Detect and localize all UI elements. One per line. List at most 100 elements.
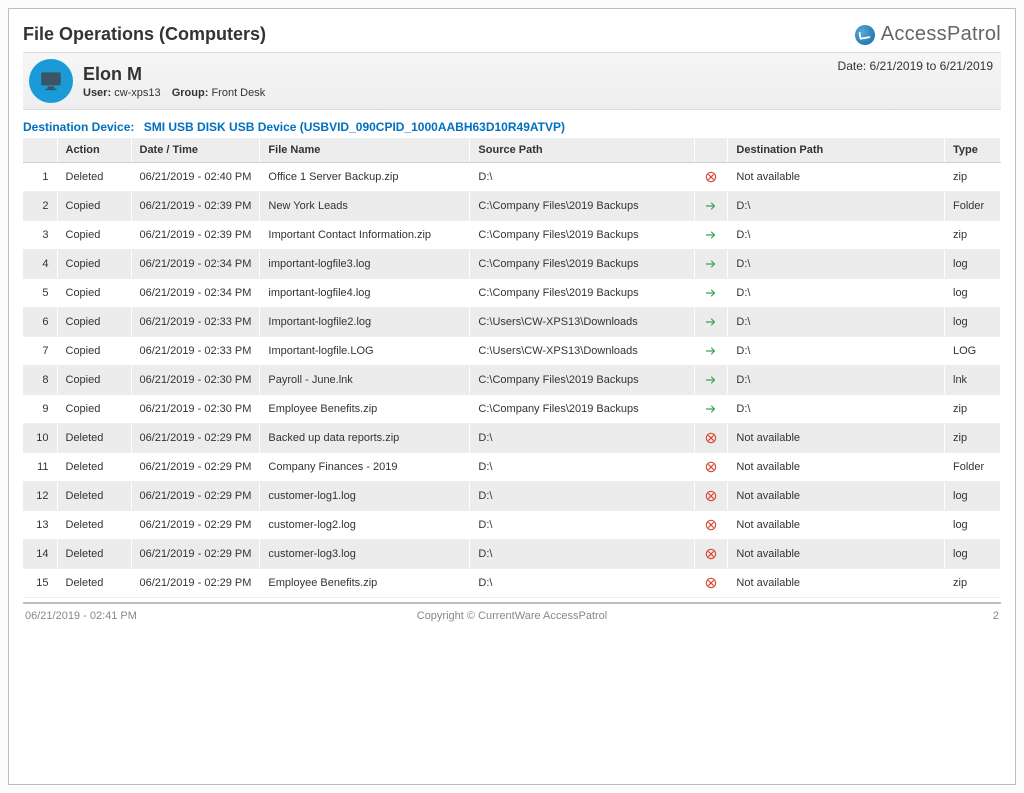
col-action: Action (57, 138, 131, 163)
cell-datetime: 06/21/2019 - 02:29 PM (131, 424, 260, 453)
cell-source: C:\Company Files\2019 Backups (470, 221, 695, 250)
col-status-icon (695, 138, 728, 163)
cell-filename: customer-log3.log (260, 540, 470, 569)
table-row: 8Copied06/21/2019 - 02:30 PMPayroll - Ju… (23, 366, 1001, 395)
table-row: 14Deleted06/21/2019 - 02:29 PMcustomer-l… (23, 540, 1001, 569)
cell-destination: Not available (728, 482, 945, 511)
user-block: Elon M User: cw-xps13 Group: Front Desk (29, 59, 273, 103)
cell-type: log (945, 308, 1001, 337)
cell-source: D:\ (470, 511, 695, 540)
deleted-icon (703, 575, 719, 591)
cell-source: C:\Company Files\2019 Backups (470, 279, 695, 308)
cell-type: zip (945, 424, 1001, 453)
cell-status-icon (695, 308, 728, 337)
group-label: Group: (172, 87, 209, 99)
deleted-icon (703, 546, 719, 562)
deleted-icon (703, 488, 719, 504)
cell-destination: D:\ (728, 395, 945, 424)
cell-type: zip (945, 395, 1001, 424)
cell-source: C:\Company Files\2019 Backups (470, 395, 695, 424)
cell-action: Deleted (57, 424, 131, 453)
group-value: Front Desk (211, 87, 265, 99)
cell-action: Deleted (57, 540, 131, 569)
cell-index: 5 (23, 279, 57, 308)
cell-action: Copied (57, 221, 131, 250)
cell-action: Deleted (57, 453, 131, 482)
cell-type: lnk (945, 366, 1001, 395)
cell-destination: D:\ (728, 250, 945, 279)
cell-datetime: 06/21/2019 - 02:40 PM (131, 163, 260, 192)
date-range: Date: 6/21/2019 to 6/21/2019 (838, 59, 993, 73)
cell-filename: Office 1 Server Backup.zip (260, 163, 470, 192)
cell-filename: customer-log1.log (260, 482, 470, 511)
cell-index: 1 (23, 163, 57, 192)
brand-name: AccessPatrol (881, 23, 1001, 46)
cell-type: LOG (945, 337, 1001, 366)
cell-source: C:\Company Files\2019 Backups (470, 250, 695, 279)
cell-datetime: 06/21/2019 - 02:39 PM (131, 192, 260, 221)
cell-index: 7 (23, 337, 57, 366)
col-source: Source Path (470, 138, 695, 163)
cell-datetime: 06/21/2019 - 02:29 PM (131, 482, 260, 511)
cell-filename: Company Finances - 2019 (260, 453, 470, 482)
table-row: 12Deleted06/21/2019 - 02:29 PMcustomer-l… (23, 482, 1001, 511)
cell-type: zip (945, 163, 1001, 192)
cell-datetime: 06/21/2019 - 02:33 PM (131, 308, 260, 337)
cell-filename: Employee Benefits.zip (260, 569, 470, 598)
cell-destination: Not available (728, 424, 945, 453)
cell-index: 4 (23, 250, 57, 279)
table-row: 9Copied06/21/2019 - 02:30 PMEmployee Ben… (23, 395, 1001, 424)
report-title: File Operations (Computers) (23, 24, 266, 45)
dest-device-value: SMI USB DISK USB Device (USBVID_090CPID_… (144, 120, 565, 134)
destination-device: Destination Device: SMI USB DISK USB Dev… (23, 120, 1001, 134)
cell-destination: D:\ (728, 279, 945, 308)
table-row: 5Copied06/21/2019 - 02:34 PMimportant-lo… (23, 279, 1001, 308)
computer-icon (29, 59, 73, 103)
cell-source: D:\ (470, 482, 695, 511)
arrow-right-icon (703, 227, 719, 243)
display-name: Elon M (83, 64, 273, 85)
cell-status-icon (695, 511, 728, 540)
cell-source: D:\ (470, 540, 695, 569)
cell-status-icon (695, 221, 728, 250)
dest-device-label: Destination Device: (23, 120, 134, 134)
cell-source: D:\ (470, 424, 695, 453)
cell-datetime: 06/21/2019 - 02:29 PM (131, 569, 260, 598)
cell-datetime: 06/21/2019 - 02:29 PM (131, 511, 260, 540)
cell-filename: important-logfile3.log (260, 250, 470, 279)
cell-index: 15 (23, 569, 57, 598)
cell-action: Deleted (57, 569, 131, 598)
table-row: 3Copied06/21/2019 - 02:39 PMImportant Co… (23, 221, 1001, 250)
cell-destination: Not available (728, 569, 945, 598)
table-row: 7Copied06/21/2019 - 02:33 PMImportant-lo… (23, 337, 1001, 366)
cell-filename: Important Contact Information.zip (260, 221, 470, 250)
cell-action: Deleted (57, 163, 131, 192)
cell-status-icon (695, 250, 728, 279)
table-row: 13Deleted06/21/2019 - 02:29 PMcustomer-l… (23, 511, 1001, 540)
cell-status-icon (695, 337, 728, 366)
deleted-icon (703, 169, 719, 185)
footer-copyright: Copyright © CurrentWare AccessPatrol (417, 610, 608, 622)
cell-type: log (945, 279, 1001, 308)
cell-source: C:\Users\CW-XPS13\Downloads (470, 337, 695, 366)
cell-source: D:\ (470, 163, 695, 192)
cell-destination: D:\ (728, 308, 945, 337)
cell-status-icon (695, 395, 728, 424)
cell-action: Copied (57, 366, 131, 395)
cell-destination: D:\ (728, 366, 945, 395)
col-filename: File Name (260, 138, 470, 163)
cell-datetime: 06/21/2019 - 02:34 PM (131, 279, 260, 308)
cell-type: log (945, 511, 1001, 540)
cell-status-icon (695, 163, 728, 192)
cell-action: Copied (57, 395, 131, 424)
cell-action: Copied (57, 250, 131, 279)
cell-filename: customer-log2.log (260, 511, 470, 540)
arrow-right-icon (703, 256, 719, 272)
cell-datetime: 06/21/2019 - 02:30 PM (131, 395, 260, 424)
arrow-right-icon (703, 285, 719, 301)
cell-action: Copied (57, 279, 131, 308)
cell-datetime: 06/21/2019 - 02:30 PM (131, 366, 260, 395)
cell-status-icon (695, 424, 728, 453)
col-destination: Destination Path (728, 138, 945, 163)
table-row: 4Copied06/21/2019 - 02:34 PMimportant-lo… (23, 250, 1001, 279)
